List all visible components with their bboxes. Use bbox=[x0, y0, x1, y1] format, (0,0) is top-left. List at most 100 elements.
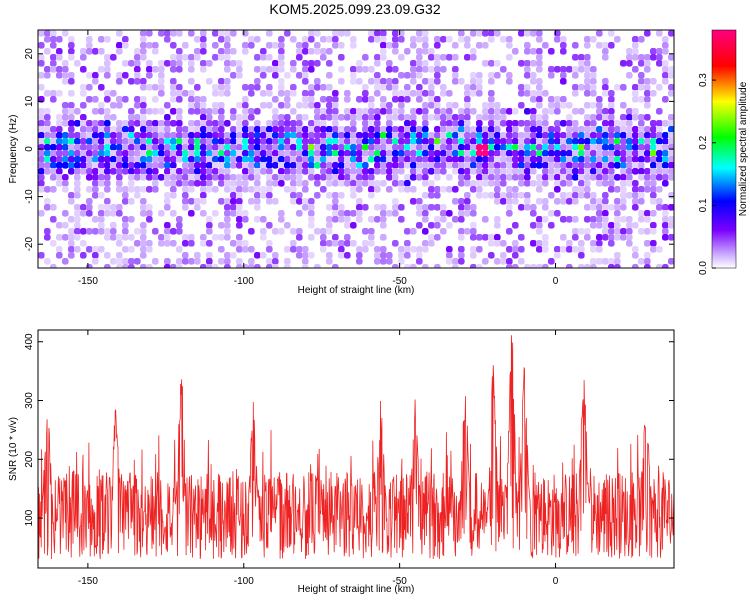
spectrogram-cell bbox=[248, 36, 255, 43]
spectrogram-cell bbox=[560, 174, 567, 181]
spectrogram-cell bbox=[158, 144, 165, 151]
spectrogram-cell bbox=[398, 156, 405, 163]
spectrogram-cell bbox=[218, 180, 225, 187]
spectrogram-cell bbox=[254, 204, 261, 211]
spectrogram-cell bbox=[464, 132, 471, 139]
spectrogram-cell bbox=[272, 126, 279, 133]
spectrogram-cell bbox=[374, 90, 381, 97]
spectrogram-cell bbox=[626, 54, 633, 61]
spectrogram-cell bbox=[164, 180, 171, 187]
spectrogram-cell bbox=[464, 138, 471, 145]
spectrogram-cell bbox=[416, 108, 423, 115]
spectrogram-cell bbox=[548, 150, 555, 157]
spectrogram-cell bbox=[506, 186, 513, 193]
spectrogram-cell bbox=[434, 72, 441, 79]
spectrogram-cell bbox=[188, 168, 195, 175]
spectrogram-cell bbox=[242, 174, 249, 181]
spectrogram-cell bbox=[188, 96, 195, 103]
spectrogram-cell bbox=[188, 258, 195, 265]
spectrogram-cell bbox=[104, 198, 111, 205]
spectrogram-cell bbox=[260, 90, 267, 97]
spectrogram-cell bbox=[566, 66, 573, 73]
spectrogram-cell bbox=[452, 54, 459, 61]
spectrogram-cell bbox=[134, 144, 141, 151]
spectrogram-cell bbox=[422, 228, 429, 235]
spectrogram-cell bbox=[146, 246, 153, 253]
spectrogram-cell bbox=[422, 204, 429, 211]
spectrogram-cell bbox=[512, 144, 519, 151]
spectrogram-cell bbox=[284, 258, 291, 265]
spectrogram-cell bbox=[620, 228, 627, 235]
spectrogram-cell bbox=[308, 102, 315, 109]
spectrogram-cell bbox=[38, 174, 45, 181]
spectrogram-x-tick-label: 0 bbox=[553, 276, 559, 287]
spectrogram-cell bbox=[614, 228, 621, 235]
spectrogram-cell bbox=[518, 60, 525, 67]
spectrogram-cell bbox=[284, 96, 291, 103]
spectrogram-cell bbox=[272, 198, 279, 205]
spectrogram-cell bbox=[116, 174, 123, 181]
spectrogram-cell bbox=[368, 234, 375, 241]
spectrogram-cell bbox=[668, 84, 674, 91]
spectrogram-cell bbox=[554, 252, 561, 259]
spectrogram-cell bbox=[224, 150, 231, 157]
spectrogram-cell bbox=[302, 96, 309, 103]
spectrogram-cell bbox=[536, 66, 543, 73]
spectrogram-cell bbox=[644, 264, 651, 268]
spectrogram-cell bbox=[134, 120, 141, 127]
spectrogram-cell bbox=[236, 222, 243, 229]
spectrogram-cell bbox=[590, 204, 597, 211]
spectrogram-cell bbox=[380, 42, 387, 49]
spectrogram-cell bbox=[410, 78, 417, 85]
spectrogram-cell bbox=[284, 174, 291, 181]
spectrogram-cell bbox=[512, 240, 519, 247]
spectrogram-cell bbox=[560, 180, 567, 187]
spectrogram-cell bbox=[482, 174, 489, 181]
spectrogram-cell bbox=[578, 264, 585, 268]
spectrogram-cell bbox=[314, 108, 321, 115]
spectrogram-cell bbox=[458, 174, 465, 181]
spectrogram-cell bbox=[608, 114, 615, 121]
spectrogram-cell bbox=[398, 132, 405, 139]
spectrogram-cell bbox=[518, 120, 525, 127]
spectrogram-cell bbox=[506, 120, 513, 127]
spectrogram-cell bbox=[170, 90, 177, 97]
spectrogram-cell bbox=[392, 180, 399, 187]
spectrogram-cell bbox=[236, 156, 243, 163]
spectrogram-cell bbox=[500, 198, 507, 205]
spectrogram-cell bbox=[158, 120, 165, 127]
colorbar-gradient bbox=[711, 29, 737, 269]
spectrogram-cell bbox=[290, 168, 297, 175]
spectrogram-cell bbox=[392, 78, 399, 85]
spectrogram-cell bbox=[470, 144, 477, 151]
spectrogram-cell bbox=[458, 126, 465, 133]
spectrogram-cell bbox=[344, 180, 351, 187]
spectrogram-cell bbox=[584, 84, 591, 91]
spectrogram-cell bbox=[602, 168, 609, 175]
spectrogram-cell bbox=[236, 144, 243, 151]
colorbar-ticks: 0.00.10.20.3 bbox=[698, 73, 716, 275]
spectrogram-cell bbox=[110, 228, 117, 235]
spectrogram-cell bbox=[398, 150, 405, 157]
spectrogram-cell bbox=[398, 30, 405, 37]
spectrogram-cell bbox=[338, 168, 345, 175]
spectrogram-cell bbox=[644, 78, 651, 85]
spectrogram-cell bbox=[266, 168, 273, 175]
spectrogram-cell bbox=[530, 162, 537, 169]
spectrogram-cell bbox=[494, 72, 501, 79]
spectrogram-cell bbox=[152, 258, 159, 265]
spectrogram-cell bbox=[248, 174, 255, 181]
spectrogram-cell bbox=[650, 192, 657, 199]
spectrogram-cell bbox=[458, 114, 465, 121]
spectrogram-cell bbox=[410, 246, 417, 253]
spectrogram-cell bbox=[506, 198, 513, 205]
spectrogram-cell bbox=[668, 222, 674, 229]
spectrogram-cell bbox=[104, 186, 111, 193]
spectrogram-cell bbox=[122, 126, 129, 133]
spectrogram-cell bbox=[464, 126, 471, 133]
spectrogram-cell bbox=[140, 96, 147, 103]
spectrogram-cell bbox=[320, 96, 327, 103]
spectrogram-cell bbox=[158, 126, 165, 133]
spectrogram-cell bbox=[302, 246, 309, 253]
